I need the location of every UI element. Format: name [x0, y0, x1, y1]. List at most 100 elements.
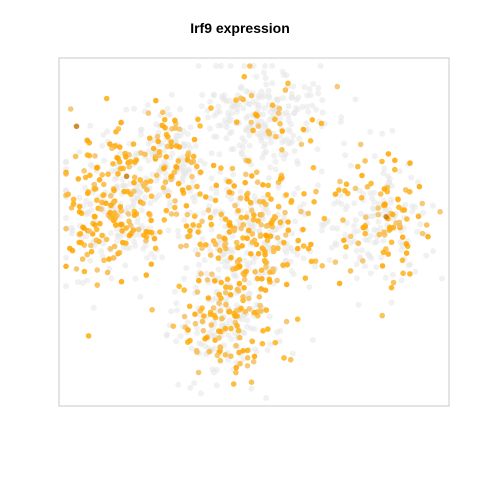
point-expressing: [76, 239, 82, 246]
point-expressing: [245, 190, 251, 197]
point-background: [295, 94, 302, 101]
point-expressing: [232, 202, 238, 209]
point-expressing: [188, 159, 194, 166]
point-expressing: [197, 191, 203, 197]
point-expressing: [181, 313, 188, 320]
point-background: [90, 304, 97, 311]
point-background: [168, 308, 175, 315]
point-expressing: [94, 165, 100, 171]
point-expressing: [84, 137, 90, 144]
point-expressing: [70, 196, 77, 203]
point-expressing: [386, 227, 393, 233]
point-expressing: [194, 163, 200, 170]
point-background: [164, 105, 171, 112]
point-background: [174, 133, 181, 140]
point-expressing: [147, 212, 153, 218]
point-expressing: [233, 364, 240, 371]
point-background: [337, 192, 344, 199]
point-expressing: [246, 295, 252, 302]
point-background: [233, 273, 240, 280]
point-background: [342, 253, 349, 260]
point-expressing: [318, 120, 325, 127]
points-expressing: [63, 63, 443, 387]
point-expressing: [196, 222, 202, 229]
point-background: [197, 390, 204, 397]
point-background: [88, 207, 95, 214]
point-background: [310, 80, 317, 87]
point-background: [258, 88, 265, 95]
point-expressing: [300, 226, 306, 233]
point-expressing: [400, 270, 406, 277]
point-background: [129, 196, 136, 203]
plot-frame: [58, 57, 450, 407]
point-expressing: [235, 288, 242, 294]
point-expressing: [255, 250, 262, 257]
point-background: [332, 240, 339, 247]
point-expressing: [272, 116, 278, 123]
point-expressing: [133, 210, 140, 217]
point-expressing: [111, 217, 117, 224]
point-expressing: [274, 277, 280, 284]
point-background: [195, 63, 202, 69]
point-expressing: [243, 214, 250, 220]
point-background: [398, 277, 405, 284]
point-expressing: [150, 145, 157, 152]
point-background: [277, 133, 284, 140]
point-expressing: [231, 227, 238, 234]
point-expressing: [242, 308, 248, 315]
point-background: [63, 215, 69, 222]
point-background: [384, 173, 391, 180]
point-background: [239, 135, 246, 142]
point-expressing: [228, 325, 234, 332]
point-expressing: [264, 237, 271, 244]
point-expressing: [197, 123, 203, 129]
point-expressing: [242, 179, 248, 186]
point-expressing: [218, 279, 224, 286]
point-background: [216, 151, 223, 158]
point-background: [337, 118, 344, 125]
point-expressing: [255, 123, 262, 129]
point-background: [210, 369, 217, 376]
point-background: [173, 338, 180, 345]
point-expressing: [248, 119, 254, 126]
point-background: [279, 68, 286, 75]
point-background: [275, 241, 282, 247]
point-background: [227, 116, 234, 123]
point-expressing: [116, 249, 123, 256]
point-background: [429, 202, 436, 209]
point-expressing: [226, 189, 233, 195]
point-expressing: [343, 181, 350, 187]
point-background: [99, 143, 106, 149]
point-expressing: [340, 217, 346, 223]
point-expressing: [210, 162, 217, 169]
point-expressing: [250, 127, 256, 134]
point-background: [291, 110, 298, 116]
point-background: [285, 117, 292, 124]
point-background: [181, 275, 188, 282]
point-expressing: [123, 225, 130, 231]
point-expressing: [111, 243, 118, 250]
point-background: [181, 142, 188, 149]
point-expressing: [126, 232, 133, 239]
point-expressing: [310, 164, 317, 171]
point-expressing: [379, 263, 386, 269]
point-expressing: [244, 196, 250, 202]
point-expressing: [399, 257, 406, 264]
point-expressing: [229, 165, 236, 172]
point-expressing: [107, 209, 113, 216]
point-expressing: [196, 277, 202, 284]
point-background: [347, 162, 354, 169]
point-expressing: [362, 230, 369, 237]
point-background: [417, 221, 424, 228]
point-expressing: [70, 201, 77, 207]
point-expressing: [191, 136, 198, 143]
point-background: [269, 63, 276, 69]
point-background: [352, 217, 359, 224]
point-expressing: [130, 141, 137, 147]
point-background: [184, 319, 191, 326]
point-expressing: [277, 120, 283, 127]
point-expressing: [247, 63, 253, 69]
point-background: [164, 111, 171, 118]
point-background: [291, 148, 298, 154]
point-background: [215, 266, 222, 273]
